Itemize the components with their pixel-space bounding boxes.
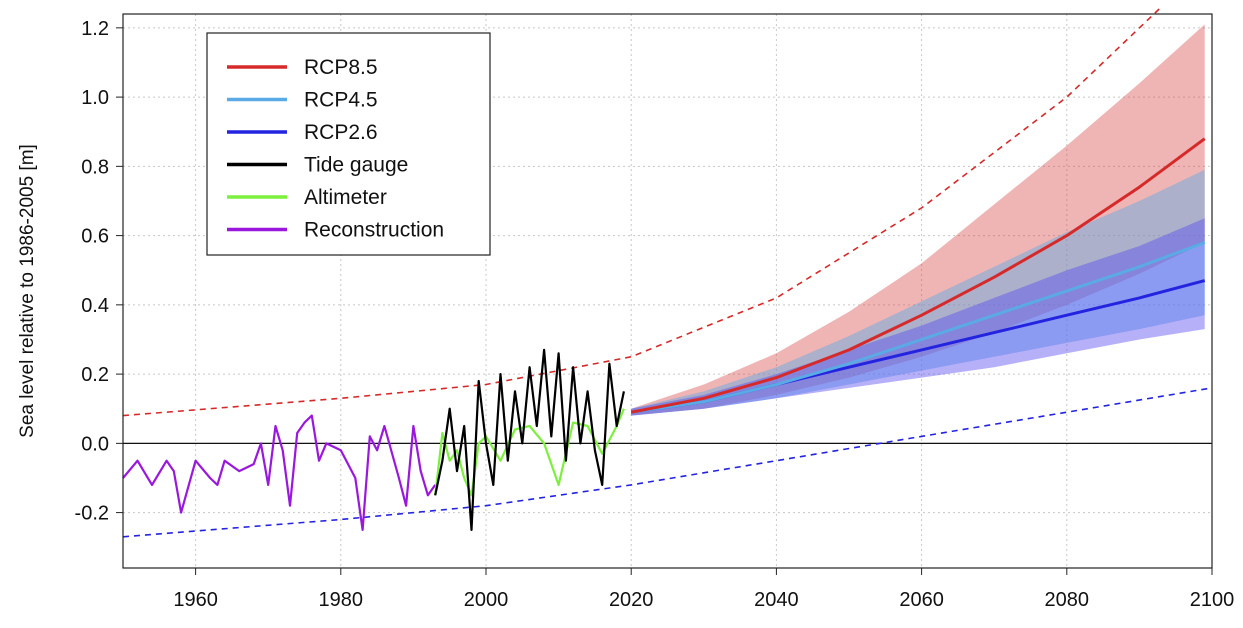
plot-frame <box>122 13 1213 569</box>
band-rcp2-6 <box>631 218 1205 416</box>
y-tick-label-1.0: 1.0 <box>81 87 109 109</box>
series-line-rcp4-5 <box>630 241 1206 414</box>
y-tick-label-0.6: 0.6 <box>81 226 109 248</box>
dashed-bound-0 <box>122 6 1162 417</box>
legend-label-altimeter: Altimeter <box>304 186 387 209</box>
series-line-reconstruction <box>122 414 437 531</box>
y-axis-title: Sea level relative to 1986-2005 [m] <box>17 144 38 438</box>
dashed-bound-1 <box>122 387 1213 538</box>
series-lines <box>122 137 1206 531</box>
x-tick-label-2100: 2100 <box>1190 589 1235 611</box>
legend-label-tide-gauge: Tide gauge <box>304 154 408 177</box>
y-tick-label-0.0: 0.0 <box>81 433 109 455</box>
y-tick-label-0.4: 0.4 <box>81 295 109 317</box>
x-tick-label-2080: 2080 <box>1045 589 1090 611</box>
x-tick-label-1960: 1960 <box>173 589 218 611</box>
dashed-bounds <box>122 6 1213 538</box>
y-tick-label-0.2: 0.2 <box>81 364 109 386</box>
y-tick-label-0.8: 0.8 <box>81 156 109 178</box>
x-tick-label-2060: 2060 <box>899 589 944 611</box>
series-line-tide-gauge <box>434 348 625 531</box>
uncertainty-bands <box>631 24 1205 416</box>
legend-box <box>206 32 491 256</box>
series-line-rcp8-5 <box>630 137 1206 414</box>
legend-label-rcp4-5: RCP4.5 <box>304 89 378 112</box>
x-tick-label-2000: 2000 <box>464 589 509 611</box>
band-rcp4-5 <box>631 169 1205 416</box>
legend: RCP8.5 RCP4.5 RCP2.6 Tide gauge Altimeter Rec… <box>206 32 491 256</box>
x-tick-label-1980: 1980 <box>319 589 364 611</box>
x-tick-label-2020: 2020 <box>609 589 654 611</box>
legend-label-rcp2-6: RCP2.6 <box>304 121 378 144</box>
legend-label-reconstruction: Reconstruction <box>304 219 444 242</box>
y-tick-label--0.2: -0.2 <box>75 503 109 525</box>
axes: 1960 1980 2000 2020 2040 2060 2080 2100 -0.2 0.0 0… <box>17 13 1235 611</box>
legend-label-rcp8-5: RCP8.5 <box>304 56 378 79</box>
y-tick-label-1.2: 1.2 <box>81 18 109 40</box>
x-tick-label-2040: 2040 <box>754 589 799 611</box>
